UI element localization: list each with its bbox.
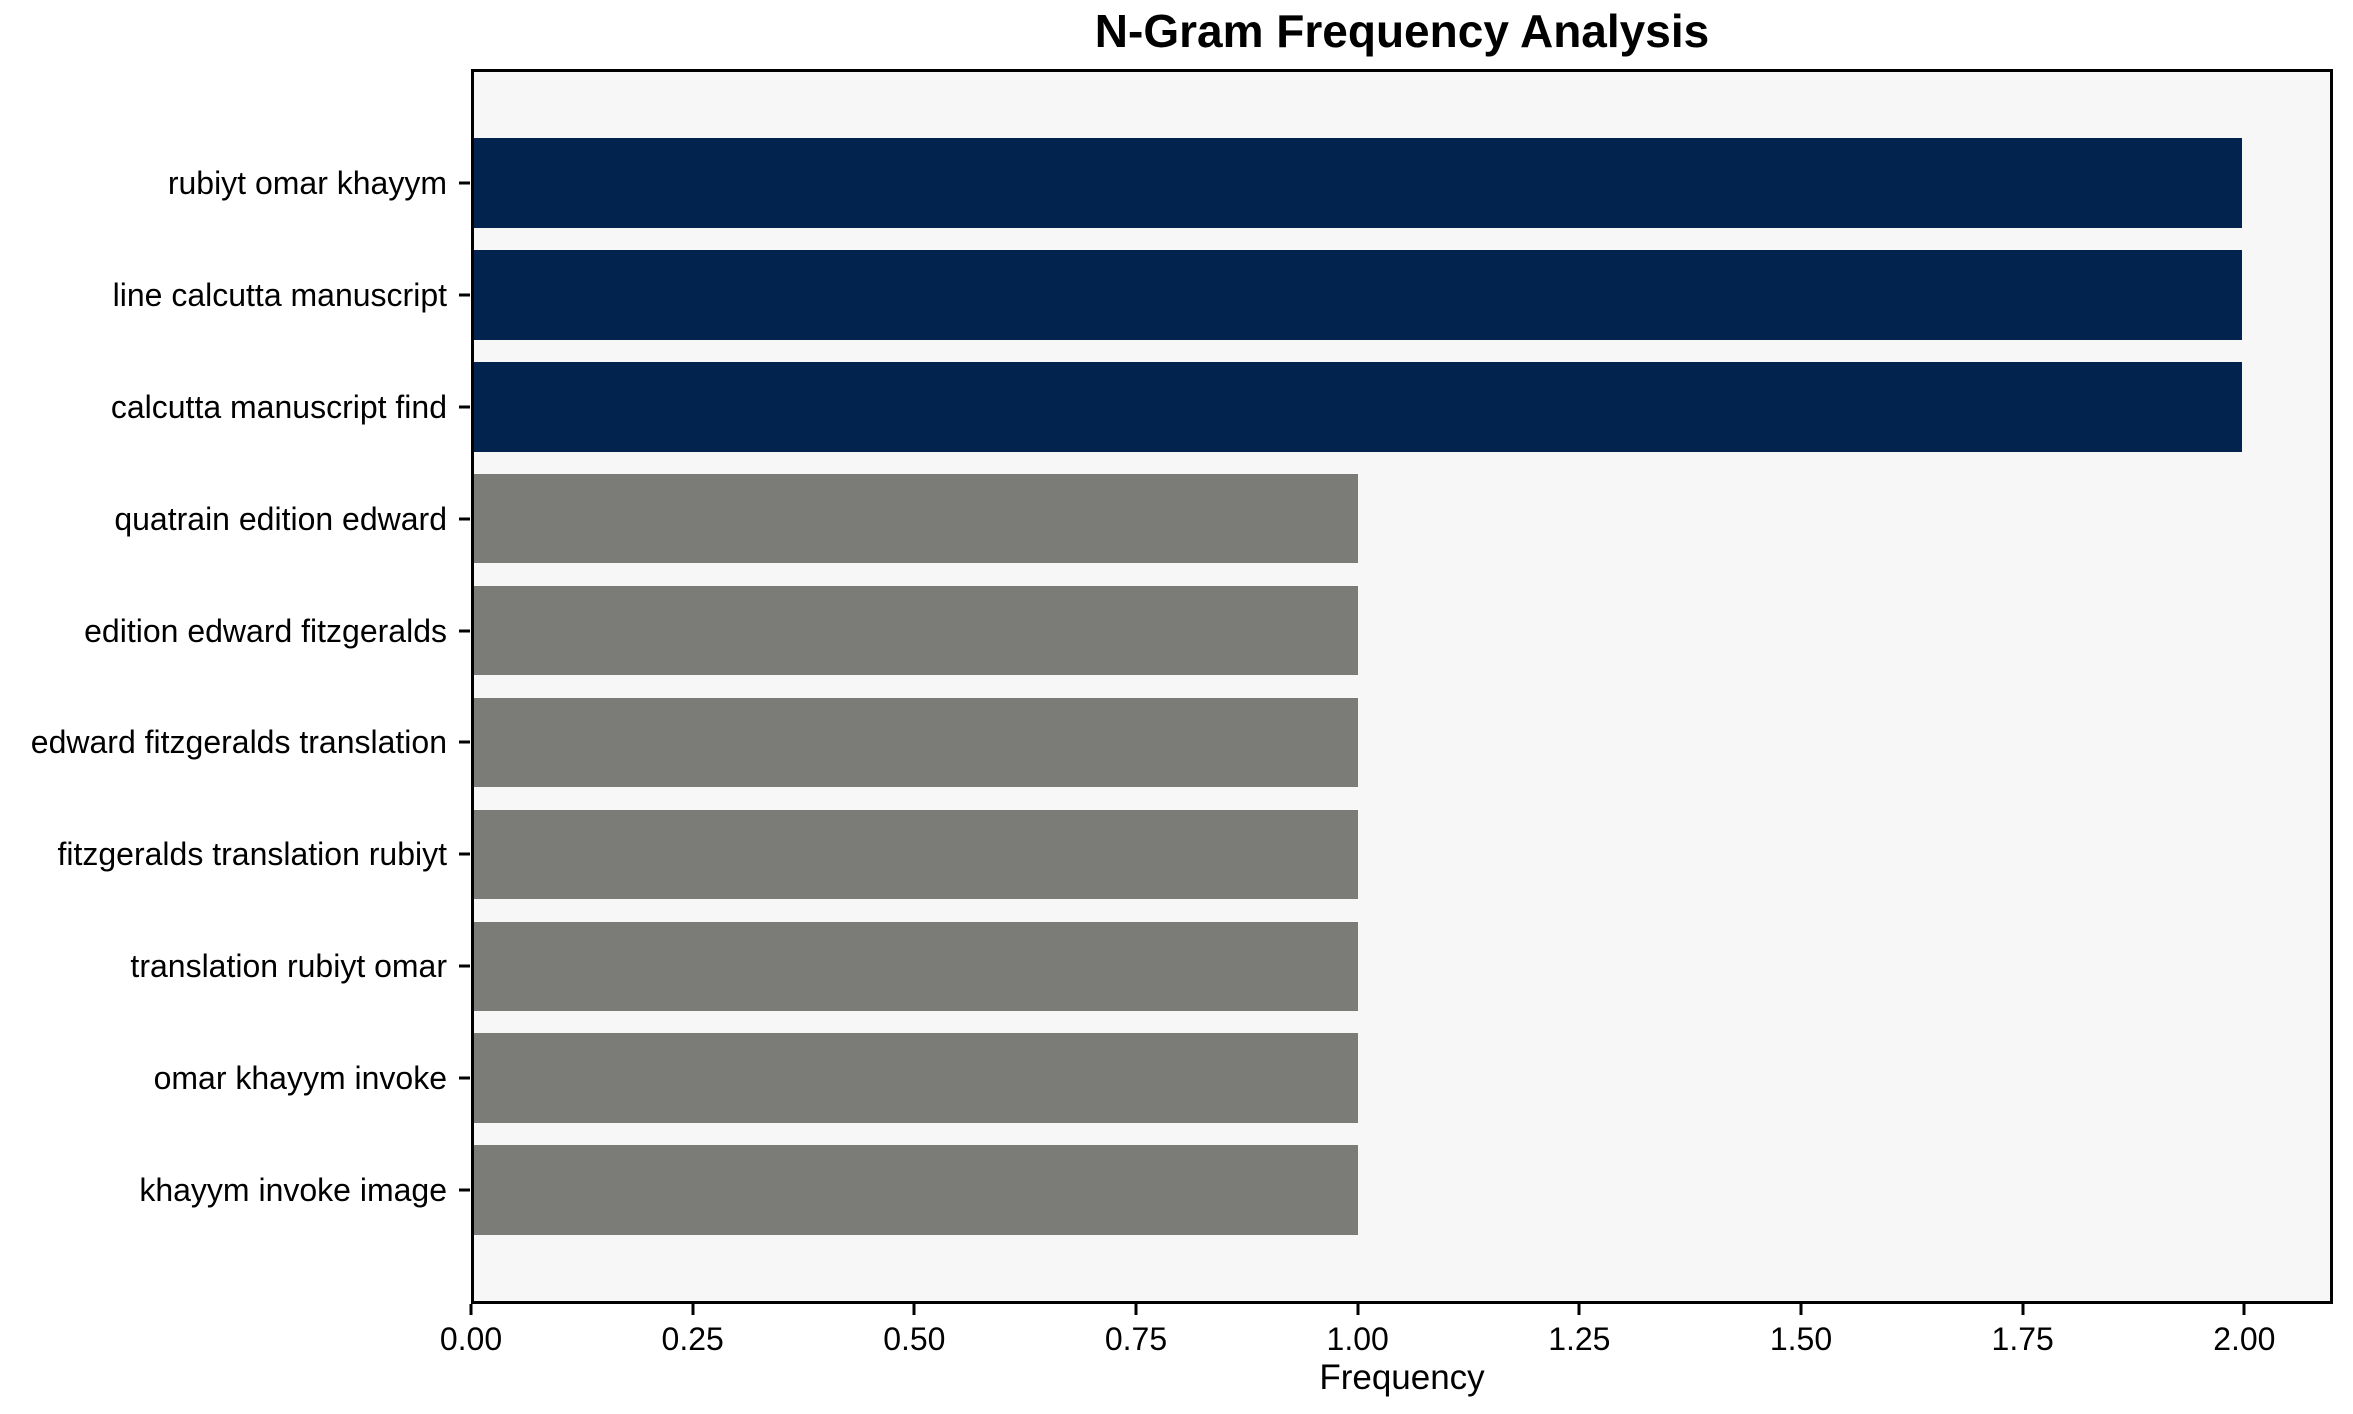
y-tick-label: line calcutta manuscript (112, 276, 447, 313)
plot-area: rubiyt omar khayym line calcutta manuscri… (31, 69, 2333, 1304)
x-tick-label: 0.75 (1104, 1321, 1168, 1357)
y-tick-mark (459, 964, 470, 968)
y-tick-label: edward fitzgeralds translation (30, 724, 447, 761)
x-tick-label: 2.00 (2213, 1321, 2276, 1357)
x-axis-label: Frequency (1319, 1358, 1485, 1397)
bar-row: calcutta manuscript find (111, 351, 2330, 463)
chart-title: N-Gram Frequency Analysis (1094, 5, 1710, 57)
x-tick-mark (1356, 1304, 1360, 1315)
x-tick-mark (2242, 1304, 2246, 1315)
y-tick-label: quatrain edition edward (114, 500, 447, 537)
y-tick-mark (459, 1076, 470, 1080)
y-tick-label: translation rubiyt omar (130, 948, 447, 985)
bar (474, 362, 2242, 452)
bar (474, 138, 2242, 228)
y-tick-label: edition edward fitzgeralds (84, 612, 447, 649)
x-axis: 0.00 0.25 0.50 0.75 1.00 1.25 1.50 1.75 2.00 (440, 1304, 2333, 1366)
bar (474, 585, 1358, 676)
bar (474, 921, 1358, 1012)
y-tick-mark (459, 740, 470, 744)
y-tick-mark (459, 852, 470, 856)
bar (474, 250, 2242, 340)
y-tick-mark (459, 517, 470, 521)
bar (474, 809, 1358, 900)
x-tick-label: 1.50 (1769, 1321, 1833, 1357)
y-tick-label: calcutta manuscript find (110, 388, 447, 425)
y-tick-label: fitzgeralds translation rubiyt (57, 836, 447, 873)
y-tick-mark (459, 181, 470, 185)
bar-row: translation rubiyt omar (130, 910, 2330, 1022)
x-tick-mark (1134, 1304, 1138, 1315)
y-tick-mark (459, 1188, 470, 1192)
y-tick-label: khayym invoke image (139, 1172, 447, 1209)
bar (474, 1033, 1358, 1123)
x-tick-mark (1577, 1304, 1581, 1315)
bar (474, 1145, 1358, 1235)
x-tick-label: 1.00 (1326, 1321, 1389, 1357)
x-tick-label: 0.50 (883, 1321, 946, 1357)
bar-row: edition edward fitzgeralds (84, 575, 2330, 687)
bar (474, 473, 1358, 564)
x-tick-mark (1799, 1304, 1803, 1315)
y-tick-label: rubiyt omar khayym (167, 164, 447, 201)
x-tick-mark (2021, 1304, 2025, 1315)
x-tick-label: 0.25 (661, 1321, 724, 1357)
bar-row: line calcutta manuscript (113, 239, 2330, 351)
x-tick-label: 1.25 (1548, 1321, 1611, 1357)
y-tick-mark (459, 629, 470, 633)
bar (474, 697, 1358, 788)
bar-row: khayym invoke image (139, 1134, 2330, 1246)
bar-row: edward fitzgeralds translation (31, 687, 2330, 799)
bar-row: fitzgeralds translation rubiyt (57, 798, 2330, 910)
bars-container: rubiyt omar khayym line calcutta manuscri… (31, 72, 2330, 1301)
x-tick-mark (691, 1304, 695, 1315)
x-tick-label: 0.00 (439, 1321, 503, 1357)
x-tick-label: 1.75 (1991, 1321, 2054, 1357)
bar-row: omar khayym invoke (154, 1022, 2330, 1134)
y-tick-mark (459, 405, 470, 409)
x-tick-mark (912, 1304, 916, 1315)
x-tick-mark (469, 1304, 473, 1315)
bar-row: quatrain edition edward (114, 463, 2330, 575)
y-tick-mark (459, 293, 470, 297)
bar-row: rubiyt omar khayym (168, 127, 2330, 239)
y-tick-label: omar khayym invoke (153, 1060, 447, 1097)
